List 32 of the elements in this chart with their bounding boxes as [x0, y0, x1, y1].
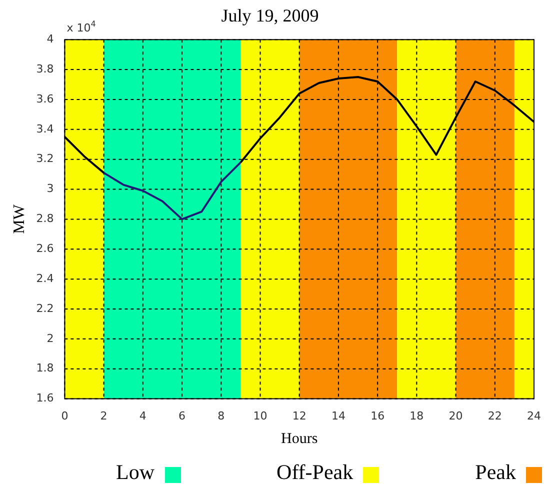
- y-tick-label: 3.4: [36, 122, 54, 136]
- x-tick-label: 10: [253, 409, 268, 422]
- y-tick-label: 2.2: [36, 302, 54, 315]
- x-tick-label: 16: [370, 409, 385, 422]
- x-tick-label: 6: [178, 409, 186, 422]
- y-tick-label: 3.8: [36, 62, 54, 76]
- y-tick-label: 2: [46, 332, 54, 345]
- y-tick-label: 3.2: [36, 152, 54, 166]
- x-tick-label: 8: [218, 409, 225, 422]
- chart-title: July 19, 2009: [221, 6, 319, 26]
- x-tick-label: 0: [61, 409, 68, 422]
- y-tick-label: 1.8: [36, 362, 54, 375]
- x-tick-label: 20: [448, 409, 463, 422]
- legend-label: Off-Peak: [276, 460, 354, 485]
- x-tick-label: 24: [527, 409, 541, 422]
- y-tick-label: 2.4: [36, 272, 54, 285]
- y-tick-label: 2.6: [36, 242, 54, 255]
- x-tick-label: 18: [410, 409, 424, 422]
- legend-label: Peak: [475, 460, 516, 485]
- legend-label: Low: [116, 460, 154, 485]
- x-tick-label: 14: [331, 409, 346, 422]
- x-tick-label: 12: [292, 409, 306, 422]
- y-tick-label: 3.6: [36, 92, 54, 106]
- y-tick-label: 4: [46, 32, 54, 46]
- x-tick-label: 2: [100, 409, 108, 422]
- y-tick-label: 3: [46, 182, 54, 196]
- y-axis-title: MW: [10, 204, 28, 234]
- x-tick-label: 22: [488, 409, 502, 422]
- x-tick-label: 4: [139, 409, 146, 422]
- y-tick-label: 1.6: [36, 392, 54, 405]
- y-tick-label: 2.8: [36, 212, 54, 226]
- x-axis-title: Hours: [281, 430, 318, 447]
